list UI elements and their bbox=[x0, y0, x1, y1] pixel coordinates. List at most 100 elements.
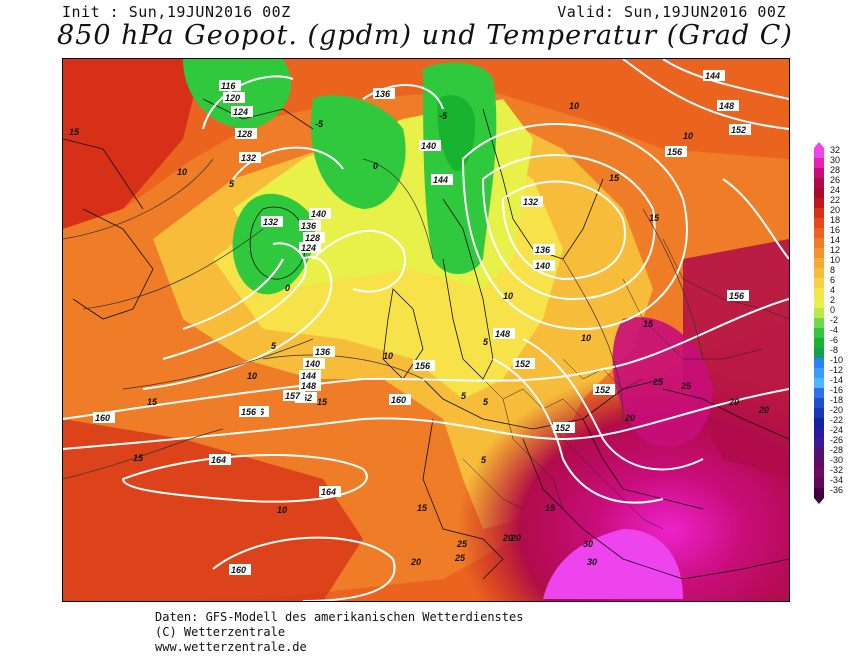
svg-text:140: 140 bbox=[421, 141, 436, 151]
temp-label: 15 bbox=[417, 503, 428, 513]
legend-value: -30 bbox=[830, 455, 844, 465]
geopot-label: 132 bbox=[261, 216, 283, 227]
legend-value: -2 bbox=[830, 315, 839, 325]
temp-label: 15 bbox=[649, 213, 660, 223]
legend-arrow-up bbox=[814, 142, 824, 148]
svg-text:156: 156 bbox=[415, 361, 431, 371]
temp-label: 20 bbox=[502, 533, 513, 543]
temp-label: 25 bbox=[652, 377, 664, 387]
legend-value: 22 bbox=[830, 195, 841, 205]
temp-label: 5 bbox=[461, 391, 467, 401]
legend-swatch bbox=[814, 258, 824, 268]
geopot-label: 116 bbox=[219, 80, 241, 91]
cold-pool-core bbox=[437, 95, 476, 171]
svg-text:152: 152 bbox=[555, 423, 570, 433]
legend-swatch bbox=[814, 208, 824, 218]
temp-label: 10 bbox=[277, 505, 287, 515]
svg-text:120: 120 bbox=[225, 93, 240, 103]
temp-label: 15 bbox=[147, 397, 158, 407]
svg-text:148: 148 bbox=[719, 101, 734, 111]
svg-text:140: 140 bbox=[311, 209, 326, 219]
temp-label: 20 bbox=[410, 557, 421, 567]
legend-swatch bbox=[814, 148, 824, 158]
legend-value: -4 bbox=[830, 325, 839, 335]
legend-value: 8 bbox=[830, 265, 836, 275]
svg-text:136: 136 bbox=[375, 89, 391, 99]
temp-label: 15 bbox=[133, 453, 144, 463]
geopot-label: 144 bbox=[299, 370, 321, 381]
temp-label: 10 bbox=[383, 351, 393, 361]
legend-value: -8 bbox=[830, 345, 839, 355]
legend-swatch bbox=[814, 418, 824, 428]
svg-text:152: 152 bbox=[731, 125, 746, 135]
svg-text:156: 156 bbox=[241, 407, 257, 417]
svg-text:132: 132 bbox=[263, 217, 278, 227]
temp-label: 25 bbox=[454, 553, 466, 563]
geopot-label: 132 bbox=[239, 152, 261, 163]
temp-label: 10 bbox=[581, 333, 591, 343]
legend-value: 6 bbox=[830, 275, 836, 285]
legend-swatch bbox=[814, 468, 824, 478]
temp-label: 20 bbox=[758, 405, 769, 415]
geopot-label: 152 bbox=[729, 124, 751, 135]
geopot-label: 136 bbox=[313, 346, 335, 357]
geopot-labels: 116 120 124 128 132 136 140 144 148 152 … bbox=[93, 70, 751, 575]
legend-swatch bbox=[814, 318, 824, 328]
temp-label: 25 bbox=[456, 539, 468, 549]
temp-labels: 15 10 5 0 -5 5 10 15 20 25 30 -5 0 5 10 … bbox=[69, 101, 769, 567]
legend-value: 2 bbox=[830, 295, 836, 305]
svg-text:132: 132 bbox=[241, 153, 256, 163]
geopot-label: 120 bbox=[223, 92, 245, 103]
legend-swatch bbox=[814, 248, 824, 258]
geopot-label: 152 bbox=[513, 358, 535, 369]
legend-swatch bbox=[814, 408, 824, 418]
svg-text:164: 164 bbox=[211, 455, 226, 465]
legend-swatch bbox=[814, 288, 824, 298]
legend-value: 10 bbox=[830, 255, 841, 265]
legend-swatch bbox=[814, 198, 824, 208]
temp-label: 10 bbox=[177, 167, 187, 177]
svg-text:160: 160 bbox=[95, 413, 110, 423]
temp-label: 10 bbox=[569, 101, 579, 111]
weather-map[interactable]: 116 120 124 128 132 136 140 144 148 152 … bbox=[62, 58, 790, 602]
legend-swatch bbox=[814, 328, 824, 338]
geopot-label: 152 bbox=[593, 384, 615, 395]
legend-value: -22 bbox=[830, 415, 844, 425]
geopot-label: 160 bbox=[389, 394, 411, 405]
temp-label: 10 bbox=[683, 131, 693, 141]
svg-text:128: 128 bbox=[305, 233, 320, 243]
svg-text:152: 152 bbox=[515, 359, 530, 369]
temp-label: -5 bbox=[439, 111, 448, 121]
legend-value: -10 bbox=[830, 355, 844, 365]
svg-text:140: 140 bbox=[535, 261, 550, 271]
geopotential-isolines bbox=[63, 59, 789, 601]
legend-swatch bbox=[814, 308, 824, 318]
temp-label: 0 bbox=[373, 161, 378, 171]
geopot-label: 160 bbox=[93, 412, 115, 423]
legend-value: 32 bbox=[830, 145, 841, 155]
svg-text:144: 144 bbox=[301, 371, 316, 381]
geopot-label: 156 bbox=[727, 290, 749, 301]
temp-label: 5 bbox=[481, 455, 487, 465]
temp-label: 25 bbox=[680, 381, 692, 391]
temp-label: 15 bbox=[609, 173, 620, 183]
legend-value: -14 bbox=[830, 375, 844, 385]
geopot-label: 156 bbox=[665, 146, 687, 157]
legend-value: -26 bbox=[830, 435, 844, 445]
legend-swatch bbox=[814, 368, 824, 378]
temp-label: 5 bbox=[483, 397, 489, 407]
geopot-label: 140 bbox=[419, 140, 441, 151]
legend-swatch bbox=[814, 268, 824, 278]
geopot-label: 148 bbox=[717, 100, 739, 111]
legend-swatch bbox=[814, 428, 824, 438]
legend-value: -16 bbox=[830, 385, 844, 395]
geopot-label: 124 bbox=[299, 242, 321, 253]
legend-value: 24 bbox=[830, 185, 841, 195]
temp-label: 5 bbox=[271, 341, 277, 351]
temp-label: 0 bbox=[285, 283, 290, 293]
temp-label: 20 bbox=[510, 533, 521, 543]
footer-website-link[interactable]: www.wetterzentrale.de bbox=[155, 640, 307, 654]
geopot-label: 132 bbox=[521, 196, 543, 207]
temp-field-warm-west bbox=[63, 59, 203, 229]
temperature-isolines bbox=[63, 158, 704, 480]
